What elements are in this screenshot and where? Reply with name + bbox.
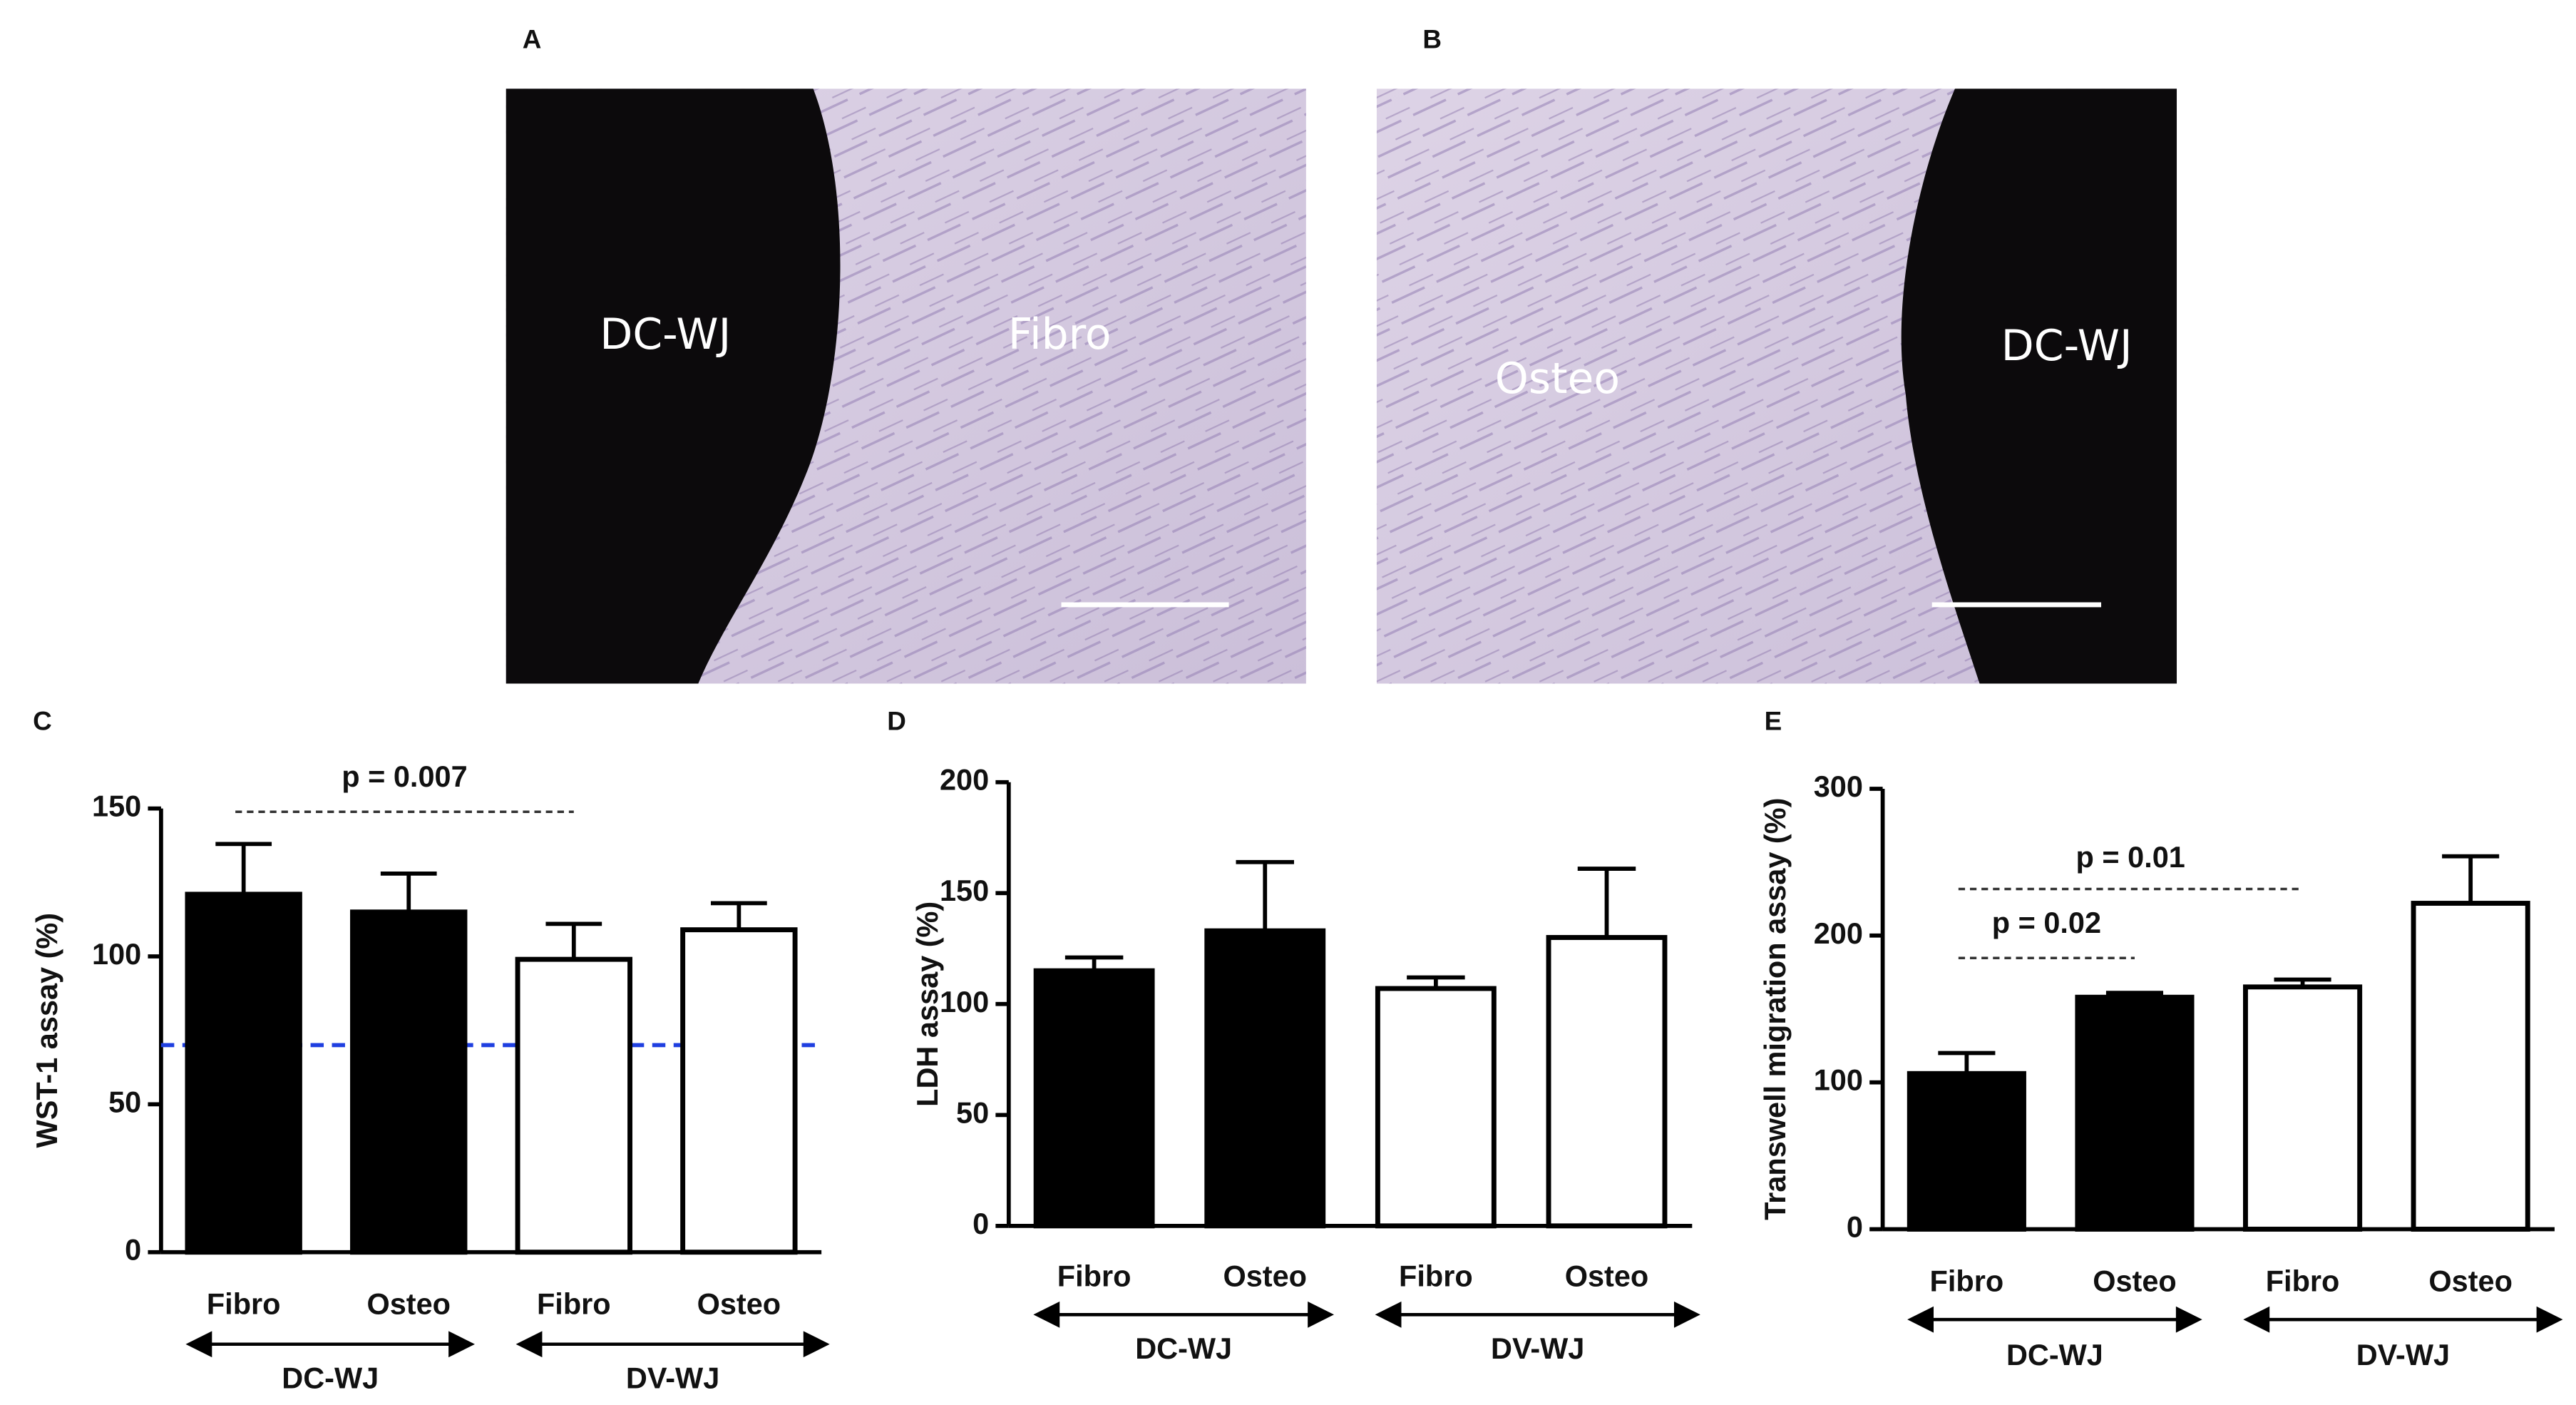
- bar: [2075, 994, 2195, 1232]
- significance-label: p = 0.01: [2076, 840, 2185, 874]
- y-tick-label: 50: [108, 1085, 141, 1118]
- y-tick-label: 150: [940, 874, 989, 907]
- x-tick-label: Osteo: [2093, 1264, 2177, 1297]
- group-label: DV-WJ: [626, 1361, 719, 1394]
- x-tick-label: Fibro: [1057, 1260, 1132, 1293]
- y-axis-label: LDH assay (%): [910, 901, 944, 1107]
- significance-label: p = 0.02: [1992, 906, 2101, 939]
- bar: [1033, 968, 1155, 1229]
- bar: [350, 909, 468, 1255]
- y-tick-label: 0: [973, 1207, 989, 1240]
- y-tick-label: 0: [1847, 1210, 1863, 1243]
- micrograph-label: DC-WJ: [2001, 321, 2133, 371]
- y-tick-label: 50: [956, 1095, 989, 1129]
- arrow-head: [448, 1331, 475, 1358]
- bar: [1907, 1071, 2026, 1232]
- micrograph-label: DC-WJ: [600, 310, 731, 359]
- x-tick-label: Fibro: [207, 1287, 281, 1321]
- micrograph-label: Osteo: [1495, 354, 1620, 404]
- panel-letter: E: [1765, 707, 1782, 736]
- y-tick-label: 150: [92, 790, 141, 823]
- group-label: DC-WJ: [282, 1361, 379, 1394]
- arrow-head: [1033, 1301, 1060, 1328]
- bar: [515, 956, 632, 1255]
- panel-letter: A: [523, 24, 542, 53]
- bar: [1375, 986, 1497, 1229]
- bar: [2243, 984, 2363, 1232]
- bar: [1204, 928, 1326, 1229]
- y-axis-label: Transwell migration assay (%): [1758, 798, 1792, 1220]
- x-tick-label: Osteo: [697, 1287, 781, 1321]
- micrograph: [1376, 88, 2177, 684]
- x-tick-label: Fibro: [2266, 1264, 2340, 1297]
- y-tick-label: 200: [1814, 916, 1863, 950]
- x-tick-label: Osteo: [366, 1287, 451, 1321]
- arrow-head: [2175, 1306, 2202, 1333]
- arrow-head: [2243, 1306, 2270, 1333]
- x-tick-label: Osteo: [1565, 1260, 1649, 1293]
- group-label: DV-WJ: [2356, 1338, 2450, 1371]
- y-tick-label: 100: [92, 937, 141, 971]
- x-tick-label: Fibro: [1399, 1260, 1473, 1293]
- significance-label: p = 0.007: [342, 760, 467, 793]
- y-tick-label: 100: [1814, 1063, 1863, 1097]
- group-label: DC-WJ: [1135, 1332, 1232, 1365]
- panel-letter: D: [887, 707, 906, 736]
- panel-letter: B: [1422, 24, 1442, 53]
- x-tick-label: Fibro: [537, 1287, 611, 1321]
- micrograph: [506, 88, 1306, 684]
- arrow-head: [2536, 1306, 2563, 1333]
- arrow-head: [1907, 1306, 1934, 1333]
- x-tick-label: Osteo: [1223, 1260, 1307, 1293]
- arrow-head: [185, 1331, 212, 1358]
- bar: [2411, 901, 2530, 1232]
- bar: [185, 891, 302, 1255]
- y-tick-label: 300: [1814, 770, 1863, 803]
- bar: [1546, 935, 1668, 1229]
- arrow-head: [1375, 1301, 1402, 1328]
- x-tick-label: Fibro: [1930, 1264, 2004, 1297]
- y-tick-label: 100: [940, 985, 989, 1018]
- y-axis-label: WST-1 assay (%): [30, 913, 63, 1148]
- arrow-head: [1673, 1301, 1700, 1328]
- micrograph-label: Fibro: [1008, 310, 1112, 359]
- group-label: DC-WJ: [2006, 1338, 2103, 1371]
- y-tick-label: 200: [940, 763, 989, 797]
- panel-letter: C: [33, 707, 52, 736]
- arrow-head: [515, 1331, 543, 1358]
- bar: [680, 927, 798, 1255]
- x-tick-label: Osteo: [2428, 1264, 2513, 1297]
- arrow-head: [803, 1331, 830, 1358]
- y-tick-label: 0: [125, 1233, 141, 1267]
- group-label: DV-WJ: [1491, 1332, 1584, 1365]
- arrow-head: [1308, 1301, 1335, 1328]
